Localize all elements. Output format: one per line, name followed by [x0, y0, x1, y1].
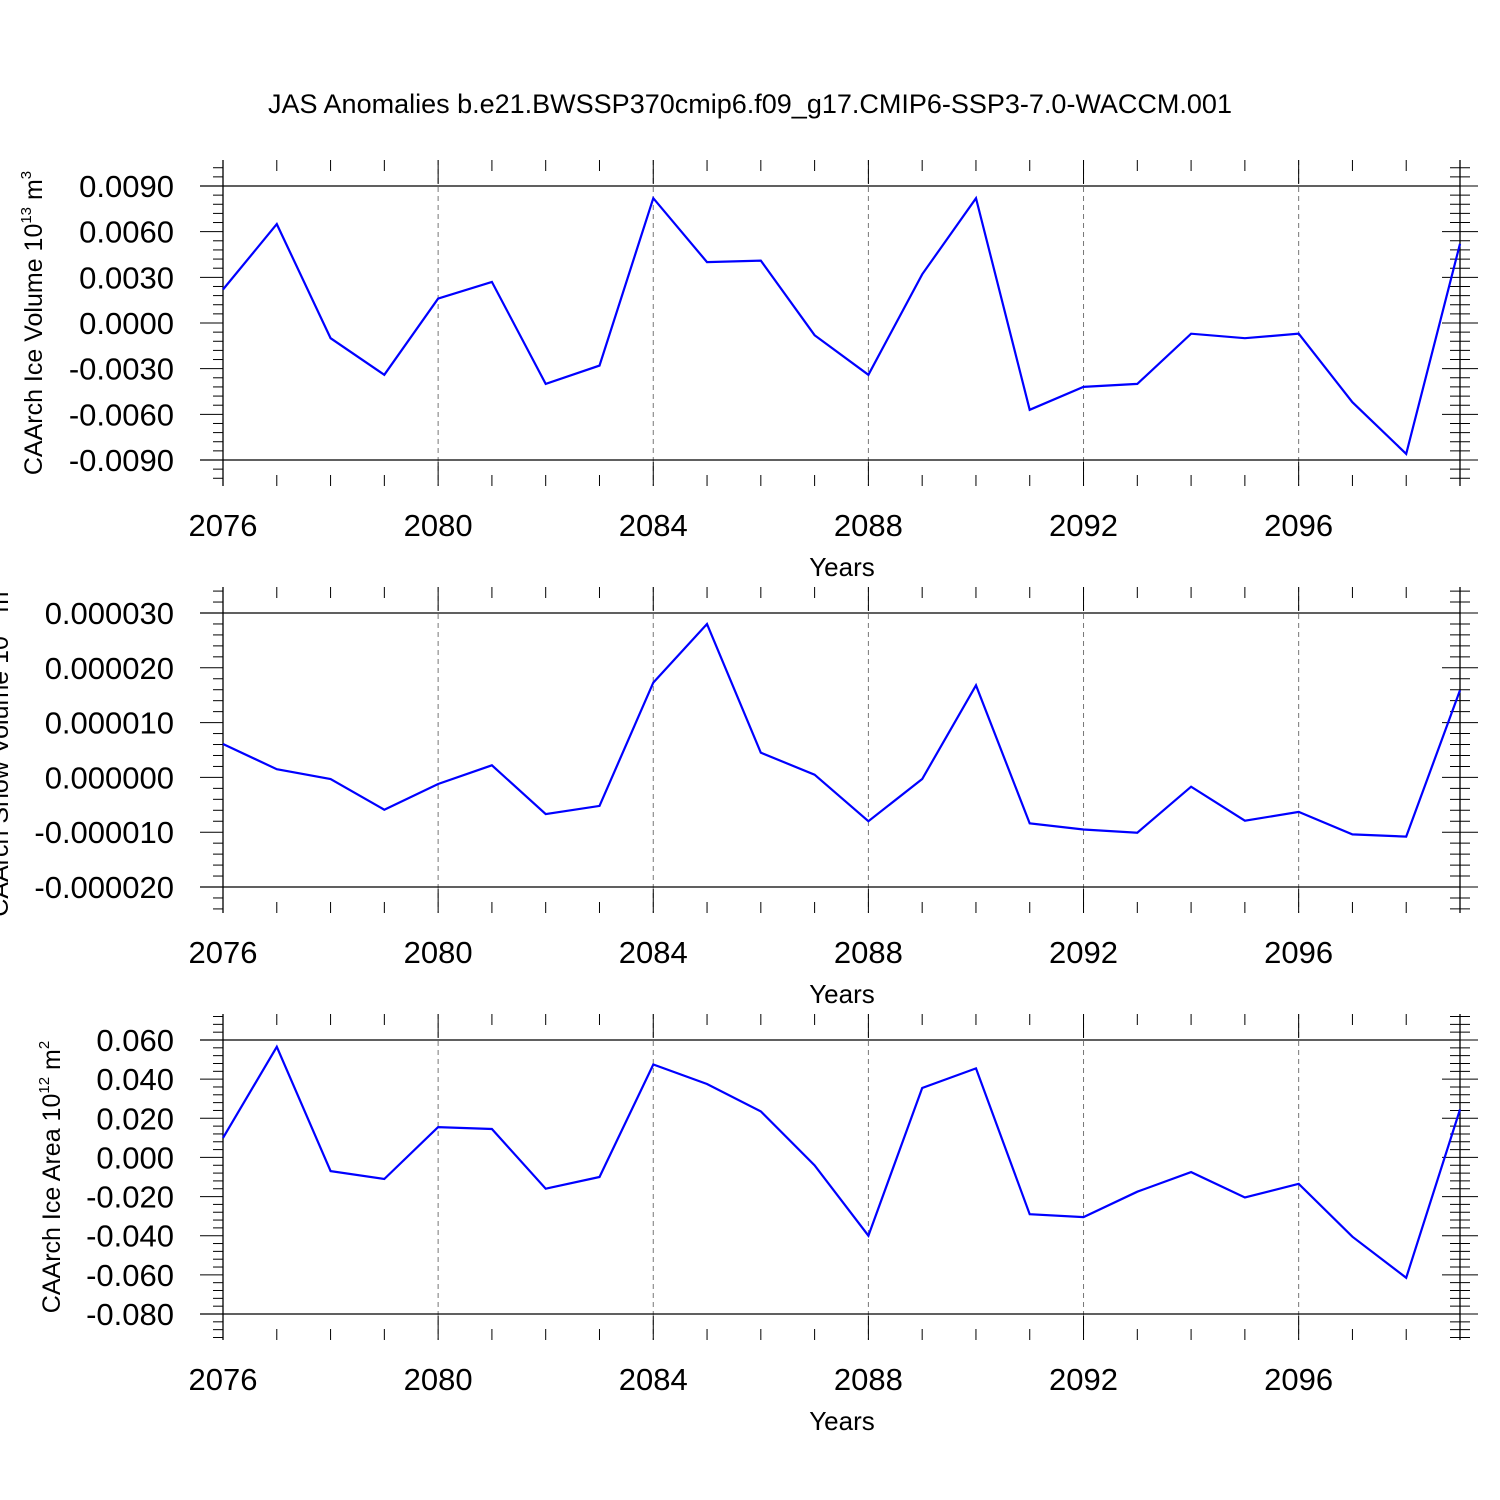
x-tick-label: 2088 [834, 935, 903, 970]
y-tick-label: 0.0030 [79, 260, 174, 295]
series-line [222, 621, 1462, 838]
series-line [222, 1044, 1462, 1280]
x-axis-label: Years [809, 1406, 875, 1436]
y-tick-label: 0.000020 [45, 651, 174, 686]
x-tick-label: 2096 [1264, 1362, 1333, 1397]
y-axis-label: CAArch Ice Volume 1013 m3 [18, 171, 48, 475]
panel-1: 0.0090 0.0060 0.0030 0.0000 -0.0030 -0.0060 -0… [18, 160, 1478, 582]
x-tick-label: 2092 [1049, 508, 1118, 543]
x-tick-label: 2092 [1049, 935, 1118, 970]
x-tick-label: 2076 [189, 935, 258, 970]
y-tick-label: 0.0090 [79, 169, 174, 204]
y-tick-label: -0.020 [86, 1180, 174, 1215]
y-tick-label: -0.040 [86, 1219, 174, 1254]
y-tick-label: 0.020 [96, 1101, 174, 1136]
x-tick-label: 2080 [404, 935, 473, 970]
panels: 0.0090 0.0060 0.0030 0.0000 -0.0030 -0.0060 -0… [0, 160, 1478, 1436]
figure-title: JAS Anomalies b.e21.BWSSP370cmip6.f09_g1… [268, 89, 1232, 119]
y-tick-label: -0.000020 [34, 870, 174, 905]
x-tick-label: 2088 [834, 508, 903, 543]
panel-2: 0.000030 0.000020 0.000010 0.000000 -0.00001… [0, 583, 1478, 1009]
y-tick-label: 0.0060 [79, 215, 174, 250]
x-axis-label: Years [809, 552, 875, 582]
panel-3: 0.060 0.040 0.020 0.000 -0.020 -0.040 -0.060 -0… [36, 1014, 1478, 1436]
series-line [222, 195, 1462, 456]
y-tick-label: -0.0060 [69, 397, 174, 432]
y-tick-label: -0.0030 [69, 352, 174, 387]
x-tick-label: 2096 [1264, 508, 1333, 543]
x-tick-label: 2080 [404, 508, 473, 543]
y-tick-label: 0.000030 [45, 596, 174, 631]
y-axis-label: CAArch Ice Area 1012 m2 [36, 1041, 66, 1313]
x-tick-label: 2084 [619, 508, 688, 543]
x-tick-label: 2096 [1264, 935, 1333, 970]
y-tick-label: 0.000010 [45, 706, 174, 741]
x-tick-label: 2080 [404, 1362, 473, 1397]
x-tick-label: 2084 [619, 1362, 688, 1397]
x-tick-label: 2088 [834, 1362, 903, 1397]
x-tick-label: 2092 [1049, 1362, 1118, 1397]
x-axis-label: Years [809, 979, 875, 1009]
y-tick-label: -0.060 [86, 1258, 174, 1293]
y-tick-label: 0.060 [96, 1023, 174, 1058]
y-tick-label: 0.000 [96, 1140, 174, 1175]
x-tick-label: 2076 [189, 1362, 258, 1397]
x-tick-label: 2076 [189, 508, 258, 543]
y-tick-label: -0.080 [86, 1297, 174, 1332]
y-tick-label: -0.0090 [69, 443, 174, 478]
y-tick-label: 0.0000 [79, 306, 174, 341]
y-axis-label: CAArch Snow Volume 1013 m3 [0, 583, 14, 917]
y-tick-label: 0.040 [96, 1062, 174, 1097]
y-tick-label: 0.000000 [45, 760, 174, 795]
x-tick-label: 2084 [619, 935, 688, 970]
y-tick-label: -0.000010 [34, 815, 174, 850]
